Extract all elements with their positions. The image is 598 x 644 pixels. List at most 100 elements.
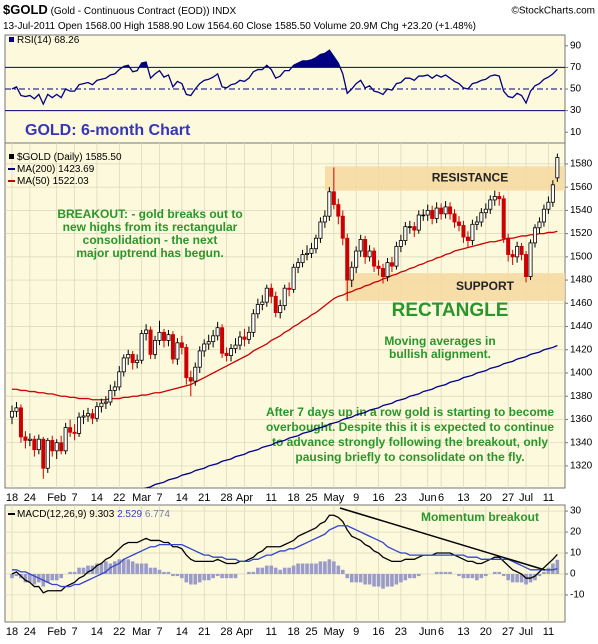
histogram-bar [318, 561, 323, 574]
candle-body [452, 213, 457, 223]
candle-body [488, 199, 493, 210]
histogram-bar [184, 573, 189, 583]
macd-line [11, 514, 558, 594]
histogram-bar [99, 563, 104, 574]
histogram-bar [287, 567, 291, 574]
ma200-legend: MA(200) 1423.69 [17, 164, 95, 175]
x-tick-label: 11 [266, 626, 277, 638]
histogram-bar [54, 573, 59, 581]
x-tick-label: 11 [543, 492, 554, 504]
candle-body [309, 248, 314, 254]
annotation: new highs from its rectangular [63, 220, 238, 234]
histogram-bar [381, 573, 385, 589]
histogram-bar [296, 563, 300, 574]
annotation: to advance strongly following the breako… [272, 435, 548, 449]
candle-body [130, 354, 135, 363]
candle-body [161, 331, 166, 341]
candle-body [300, 254, 305, 264]
histogram-bar [229, 573, 233, 579]
x-tick-label: Jul [519, 492, 533, 504]
candle-body [282, 287, 287, 307]
histogram-bar [59, 573, 63, 579]
histogram-bar [157, 569, 162, 574]
histogram-bar [524, 573, 528, 585]
histogram-bar [492, 571, 497, 574]
y-tick-label: 20 [570, 527, 582, 538]
candle-body [448, 206, 453, 215]
candle-body [501, 198, 506, 239]
candle-body [492, 196, 497, 201]
y-tick-label: 1360 [570, 414, 593, 425]
candle-body [506, 237, 511, 255]
candle-body [81, 415, 86, 418]
x-tick-label: 23 [395, 626, 407, 638]
y-tick-label: 1400 [570, 368, 593, 379]
histogram-bar [197, 573, 202, 583]
histogram-bar [533, 573, 537, 581]
y-tick-label: 10 [570, 548, 582, 559]
candle-body [425, 209, 430, 216]
zone-label: SUPPORT [456, 279, 515, 293]
x-tick-label: 20 [480, 626, 492, 638]
rsi-legend-marker [9, 37, 14, 42]
candle-body [479, 212, 484, 223]
histogram-bar [14, 573, 19, 577]
histogram-bar [403, 573, 408, 581]
candle-body [483, 208, 488, 214]
candle-body [54, 442, 59, 452]
histogram-bar [135, 563, 139, 574]
candle-body [474, 221, 479, 225]
histogram-bar [77, 567, 81, 574]
x-tick-label: 7 [72, 626, 78, 638]
ma200-name: MA(200) [17, 164, 55, 175]
candle-body [416, 214, 421, 231]
histogram-bar [390, 573, 394, 587]
zone-label: RESISTANCE [432, 171, 508, 185]
histogram-bar [475, 573, 479, 581]
histogram-bar [130, 561, 135, 574]
candle-body [224, 352, 229, 356]
x-tick-label: 13 [457, 492, 469, 504]
x-tick-label: 14 [91, 492, 103, 504]
histogram-bar [32, 573, 37, 585]
candle-body [260, 301, 265, 305]
rsi-last: 68.26 [54, 35, 79, 46]
y-tick-label: 1480 [570, 275, 593, 286]
candle-body [23, 436, 28, 441]
candle-body [135, 359, 140, 363]
candle-body [354, 250, 359, 268]
x-tick-label: 13 [457, 626, 469, 638]
symbol: $GOLD [3, 2, 48, 17]
candle-body [45, 439, 50, 469]
histogram-bar [121, 559, 126, 574]
price-legend: $GOLD (Daily) 1585.50 [17, 152, 122, 163]
histogram-bar [162, 571, 166, 574]
annotation: BREAKOUT: - gold breaks out to [57, 207, 242, 221]
histogram-bar [416, 573, 421, 577]
histogram-bar [457, 573, 461, 577]
candle-body [139, 333, 144, 361]
x-tick-label: Mar [132, 492, 151, 504]
x-tick-label: 28 [220, 626, 232, 638]
histogram-bar [363, 573, 367, 585]
annotation: pausing briefly to consolidate on the fl… [295, 450, 524, 464]
x-tick-label: 22 [113, 626, 125, 638]
x-tick-label: 16 [372, 626, 384, 638]
histogram-bar [555, 559, 560, 574]
candle-body [497, 196, 502, 200]
histogram-bar [10, 573, 14, 579]
x-tick-label: 9 [353, 492, 359, 504]
histogram-bar [408, 573, 412, 579]
histogram-bar [300, 563, 305, 574]
histogram-bar [269, 565, 274, 574]
candle-body [175, 342, 180, 360]
price-name: $GOLD (Daily) [17, 152, 83, 163]
candle-body [251, 313, 256, 333]
histogram-bar [220, 573, 224, 579]
candle-body [72, 431, 77, 434]
histogram-bar [126, 559, 131, 574]
candle-body [170, 334, 175, 360]
histogram-bar [72, 571, 77, 574]
y-tick-label: 1580 [570, 159, 593, 170]
signal-last: 2.529 [117, 509, 142, 520]
